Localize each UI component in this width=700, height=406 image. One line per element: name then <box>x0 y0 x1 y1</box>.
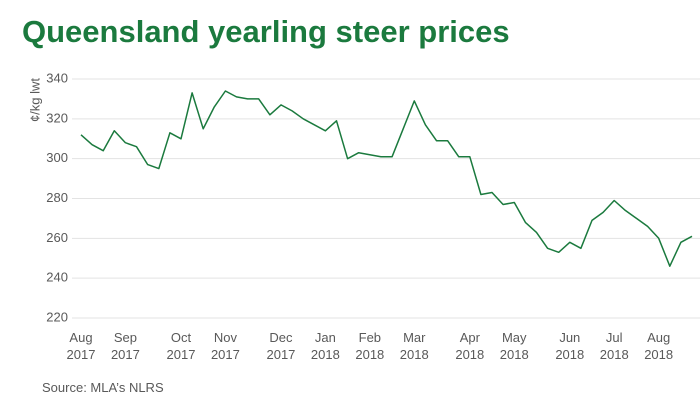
x-tick-label: Apr 2018 <box>455 330 485 362</box>
y-tick-label: 220 <box>46 309 68 324</box>
x-tick-label: May 2018 <box>499 330 529 362</box>
chart-title: Queensland yearling steer prices <box>22 14 510 49</box>
y-axis-label: ¢/kg lwt <box>27 78 42 122</box>
y-tick-label: 280 <box>46 190 68 205</box>
x-tick-label: Sep 2017 <box>110 330 140 362</box>
x-tick-label: Mar 2018 <box>399 330 429 362</box>
x-tick-label: Nov 2017 <box>210 330 240 362</box>
y-tick-label: 340 <box>46 70 68 85</box>
x-tick-label: Jan 2018 <box>310 330 340 362</box>
y-tick-label: 260 <box>46 230 68 245</box>
y-tick-label: 240 <box>46 270 68 285</box>
x-tick-label: Oct 2017 <box>166 330 196 362</box>
source-note: Source: MLA’s NLRS <box>42 380 164 395</box>
x-tick-label: Aug 2017 <box>66 330 96 362</box>
y-tick-label: 320 <box>46 110 68 125</box>
x-tick-label: Dec 2017 <box>266 330 296 362</box>
x-tick-label: Aug 2018 <box>644 330 674 362</box>
x-tick-label: Jul 2018 <box>599 330 629 362</box>
price-line <box>80 90 693 267</box>
x-tick-label: Feb 2018 <box>355 330 385 362</box>
x-tick-label: Jun 2018 <box>555 330 585 362</box>
y-tick-label: 300 <box>46 150 68 165</box>
